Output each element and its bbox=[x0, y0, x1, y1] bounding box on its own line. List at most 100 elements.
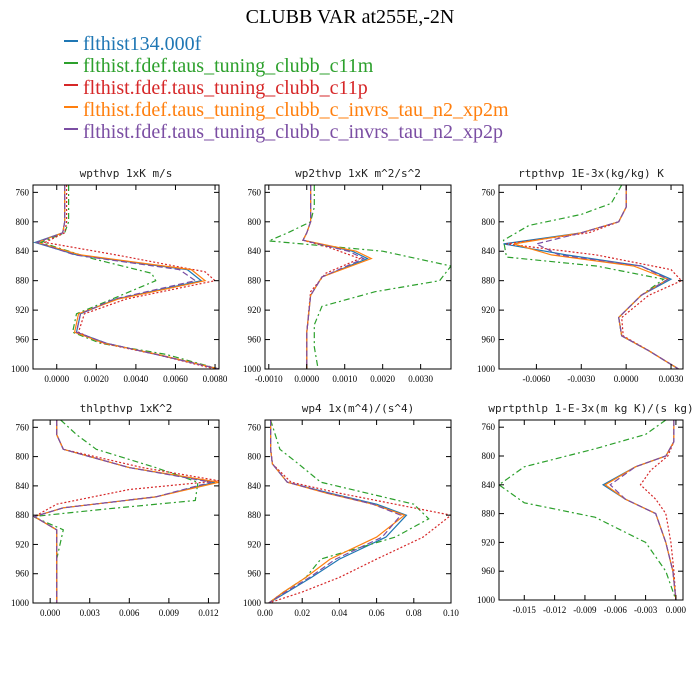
panel-5-series bbox=[499, 420, 677, 600]
panel-5-ytick-label-6: 1000 bbox=[477, 595, 496, 605]
panel-3: thlpthvp 1xK^2 760 800 840 880 920 960 1000 0.00… bbox=[11, 402, 220, 618]
panel-0-xtick-label-2: 0.0040 bbox=[124, 374, 149, 384]
panel-0-ytick-label-5: 960 bbox=[16, 335, 30, 345]
panel-4-xtick-label-5: 0.10 bbox=[443, 608, 459, 618]
legend: flthist134.000f flthist.fdef.taus_tuning… bbox=[64, 33, 509, 143]
panel-1-ytick-label-4: 920 bbox=[248, 305, 262, 315]
panel-5-series-3-line bbox=[604, 420, 677, 600]
panel-5: wprtpthlp 1-E-3x(m kg K)/(s kg) 760 800 840… bbox=[477, 402, 694, 615]
panel-2-ytick-label-0: 760 bbox=[482, 187, 496, 197]
panel-0-series-0-line bbox=[33, 185, 219, 369]
panel-0-ytick-label-6: 1000 bbox=[11, 364, 30, 374]
panel-4-xtick-label-3: 0.06 bbox=[369, 608, 385, 618]
panel-1: wp2thvp 1xK m^2/s^2 760 800 840 880 920 960 100… bbox=[243, 167, 452, 384]
legend-swatch-4 bbox=[64, 128, 78, 131]
panel-5-series-2-line bbox=[639, 420, 677, 600]
panel-2-ytick-label-6: 1000 bbox=[477, 364, 496, 374]
figure-title: CLUBB VAR at255E,-2N bbox=[245, 6, 455, 28]
legend-label-1: flthist.fdef.taus_tuning_clubb_c11m bbox=[83, 55, 374, 77]
legend-entry-1: flthist.fdef.taus_tuning_clubb_c11m bbox=[64, 55, 509, 77]
panel-3-series bbox=[33, 420, 219, 603]
panel-1-xtick-label-0: -0.0010 bbox=[255, 374, 283, 384]
panel-4-frame bbox=[264, 419, 452, 604]
legend-swatch-1 bbox=[64, 62, 78, 65]
panel-0-ytick-label-2: 840 bbox=[16, 246, 30, 256]
panel-5-xtick-label-0: -0.015 bbox=[513, 605, 537, 615]
panel-1-ytick-label-6: 1000 bbox=[243, 364, 262, 374]
panel-1-ytick-label-2: 840 bbox=[248, 246, 262, 256]
panel-0-xtick-label-1: 0.0020 bbox=[84, 374, 109, 384]
panel-2-ytick-label-2: 840 bbox=[482, 246, 496, 256]
panel-4-ytick-label-5: 960 bbox=[248, 569, 262, 579]
panel-3-ytick-label-3: 880 bbox=[16, 510, 30, 520]
panel-1-xtick-label-3: 0.0020 bbox=[370, 374, 395, 384]
panel-5-xtick-label-3: -0.006 bbox=[604, 605, 628, 615]
panel-4-series bbox=[268, 420, 451, 603]
legend-entry-3: flthist.fdef.taus_tuning_clubb_c_invrs_t… bbox=[64, 99, 509, 121]
panel-4-series-1-line bbox=[268, 420, 430, 603]
panel-0-series bbox=[33, 185, 219, 369]
panel-4-xtick-label-4: 0.08 bbox=[406, 608, 422, 618]
panel-2-series-3-line bbox=[513, 185, 679, 369]
panel-2-series bbox=[502, 185, 683, 369]
panel-2-xtick-label-1: -0.0030 bbox=[567, 374, 595, 384]
legend-swatch-0 bbox=[64, 40, 78, 43]
panel-2: rtpthvp 1E-3x(kg/kg) K 760 800 840 880 920 960… bbox=[477, 167, 684, 384]
panel-0-ytick-label-3: 880 bbox=[16, 276, 30, 286]
panel-5-title: wprtpthlp 1-E-3x(m kg K)/(s kg) bbox=[488, 402, 693, 415]
panel-0-ytick-label-1: 800 bbox=[16, 217, 30, 227]
panel-4-ytick-label-4: 920 bbox=[248, 539, 262, 549]
panel-4-ytick-label-1: 800 bbox=[248, 452, 262, 462]
panel-4: wp4 1x(m^4)/(s^4) 760 800 840 880 920 960 1000 0… bbox=[243, 402, 459, 618]
panel-2-xtick-label-2: 0.0000 bbox=[614, 374, 639, 384]
panel-4-ytick-label-0: 760 bbox=[248, 422, 262, 432]
panel-4-series-0-line bbox=[268, 420, 408, 603]
panel-3-xtick-label-3: 0.009 bbox=[159, 608, 180, 618]
panel-4-title: wp4 1x(m^4)/(s^4) bbox=[302, 402, 415, 415]
panel-3-ytick-label-6: 1000 bbox=[11, 598, 30, 608]
panel-4-ytick-label-3: 880 bbox=[248, 510, 262, 520]
panel-4-series-2-line bbox=[268, 420, 451, 603]
panel-3-ytick-label-1: 800 bbox=[16, 452, 30, 462]
panel-1-frame bbox=[264, 184, 452, 370]
legend-label-4: flthist.fdef.taus_tuning_clubb_c_invrs_t… bbox=[83, 121, 503, 143]
panel-0-xtick-label-0: 0.0000 bbox=[44, 374, 69, 384]
panel-0-ytick-label-0: 760 bbox=[16, 187, 30, 197]
legend-swatch-2 bbox=[64, 84, 78, 87]
panel-3-xtick-label-1: 0.003 bbox=[80, 608, 101, 618]
panel-4-ytick-label-2: 840 bbox=[248, 481, 262, 491]
legend-label-2: flthist.fdef.taus_tuning_clubb_c11p bbox=[83, 77, 368, 99]
panel-5-ytick-label-4: 920 bbox=[482, 537, 496, 547]
panel-5-ytick-label-0: 760 bbox=[482, 422, 496, 432]
panel-3-xtick-label-2: 0.006 bbox=[119, 608, 140, 618]
panel-5-ytick-label-2: 840 bbox=[482, 480, 496, 490]
panel-2-series-2-line bbox=[506, 185, 683, 369]
panel-5-series-1-line bbox=[499, 420, 677, 600]
panel-1-series-1-line bbox=[268, 185, 451, 369]
panel-1-series-4-line bbox=[302, 185, 366, 369]
panel-0-series-2-line bbox=[42, 185, 217, 369]
panel-4-ytick-label-6: 1000 bbox=[243, 598, 262, 608]
legend-entry-0: flthist134.000f bbox=[64, 33, 509, 55]
panel-5-xtick-label-2: -0.009 bbox=[573, 605, 597, 615]
panel-0-title: wpthvp 1xK m/s bbox=[80, 167, 173, 180]
panel-1-ytick-label-1: 800 bbox=[248, 217, 262, 227]
panel-5-xtick-label-5: 0.000 bbox=[666, 605, 687, 615]
panel-3-frame bbox=[32, 419, 220, 604]
panel-2-series-0-line bbox=[503, 185, 679, 369]
panel-0: wpthvp 1xK m/s 760 800 840 880 920 960 1000 0.00… bbox=[11, 167, 228, 384]
panel-5-series-0-line bbox=[601, 420, 677, 600]
panel-2-ytick-label-4: 920 bbox=[482, 305, 496, 315]
panel-5-ytick-label-1: 800 bbox=[482, 451, 496, 461]
panel-1-ytick-label-3: 880 bbox=[248, 276, 262, 286]
panel-4-series-3-line bbox=[268, 420, 406, 603]
legend-label-0: flthist134.000f bbox=[83, 33, 202, 55]
panel-1-xtick-label-1: 0.0000 bbox=[294, 374, 319, 384]
panel-4-xtick-label-2: 0.04 bbox=[332, 608, 348, 618]
panel-0-ytick-label-4: 920 bbox=[16, 305, 30, 315]
panel-4-xtick-label-1: 0.02 bbox=[294, 608, 310, 618]
panel-3-ytick-label-0: 760 bbox=[16, 422, 30, 432]
legend-label-3: flthist.fdef.taus_tuning_clubb_c_invrs_t… bbox=[83, 99, 509, 121]
panel-2-ytick-label-5: 960 bbox=[482, 335, 496, 345]
